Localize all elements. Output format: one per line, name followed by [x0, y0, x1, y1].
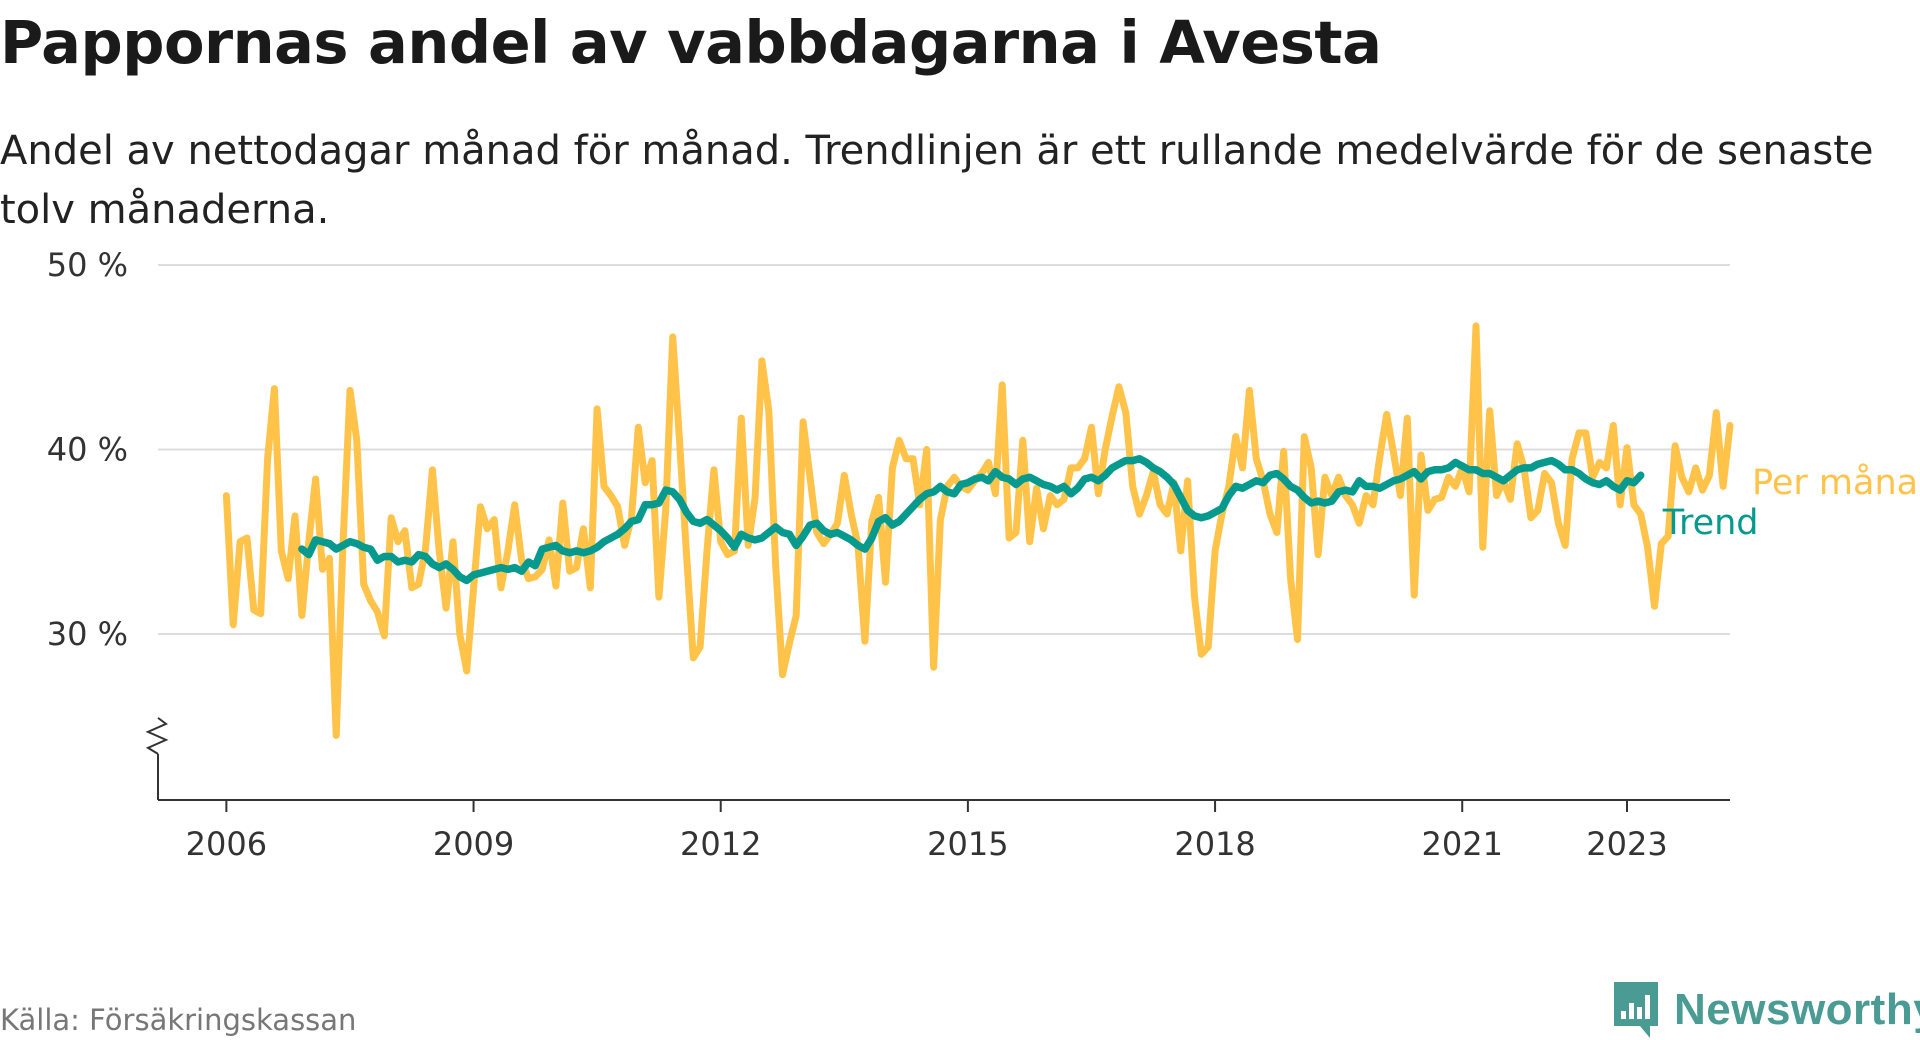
brand-logo[interactable]: Newsworthy	[1612, 980, 1920, 1040]
series-line-per-manad	[222, 322, 1734, 739]
x-tick-label: 2012	[680, 825, 761, 863]
x-tick-label: 2006	[186, 825, 267, 863]
chart-subtitle: Andel av nettodagar månad för månad. Tre…	[0, 128, 1874, 233]
newsworthy-bar-chart-icon	[1614, 982, 1658, 1038]
y-axis-ticks: 30 % 40 % 50 %	[47, 246, 128, 653]
x-tick-label: 2009	[433, 825, 514, 863]
series-lines	[222, 322, 1734, 739]
source-note: Källa: Försäkringskassan	[0, 1003, 357, 1037]
x-axis: 2006 2009 2012 2015 2018 2021 2023	[145, 717, 1730, 863]
y-tick-label: 40 %	[47, 430, 128, 468]
x-tick-label: 2018	[1174, 825, 1255, 863]
series-line-trend	[298, 454, 1645, 585]
x-tick-label: 2015	[927, 825, 1008, 863]
y-tick-label: 50 %	[47, 246, 128, 284]
x-tick-label: 2021	[1422, 825, 1503, 863]
legend: Per månadTrend	[1662, 462, 1920, 543]
line-chart: 30 % 40 % 50 % 2006 2009 2012 2015 2018 2021 202…	[47, 246, 1920, 863]
y-tick-label: 30 %	[47, 615, 128, 653]
chart-title: Pappornas andel av vabbdagarna i Avesta	[0, 8, 1382, 77]
legend-label-per-manad: Per månad	[1752, 462, 1920, 503]
x-tick-label: 2023	[1586, 825, 1667, 863]
brand-name: Newsworthy	[1674, 985, 1920, 1034]
axis-break-marker	[145, 717, 169, 755]
legend-label-trend: Trend	[1662, 503, 1759, 543]
